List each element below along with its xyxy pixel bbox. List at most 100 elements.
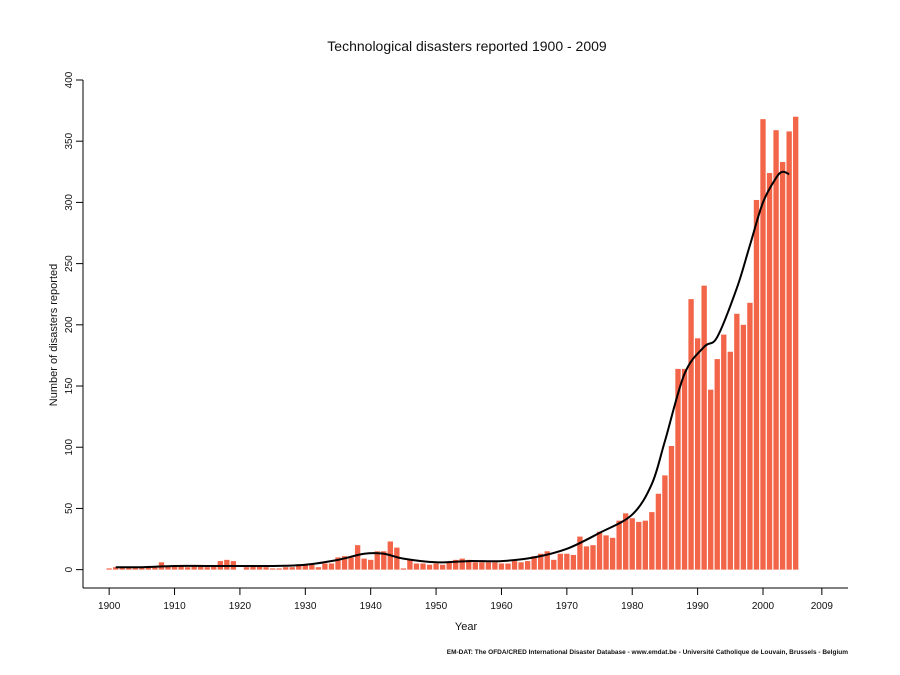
bar-1948 (420, 563, 426, 570)
bar-1927 (283, 567, 289, 570)
bar-2000 (760, 119, 766, 570)
bar-1900 (106, 568, 112, 570)
bar-1968 (551, 559, 557, 570)
x-tick-label-1980: 1980 (621, 601, 644, 612)
bar-1989 (688, 299, 694, 570)
bar-1903 (126, 567, 132, 570)
bar-1982 (642, 520, 648, 570)
bar-1992 (708, 389, 714, 570)
bar-1969 (557, 553, 563, 570)
bar-1985 (662, 475, 668, 570)
x-tick-label-1920: 1920 (229, 601, 252, 612)
trend-line (115, 170, 790, 569)
bar-1960 (498, 563, 505, 570)
y-tick-label-250: 250 (64, 255, 75, 272)
bar-1942 (381, 551, 387, 570)
bar-1970 (564, 553, 570, 570)
x-tick-label-1940: 1940 (360, 601, 383, 612)
y-tick-label-400: 400 (64, 71, 75, 88)
bar-2005 (793, 116, 799, 570)
bar-1986 (668, 446, 675, 570)
bar-1978 (616, 520, 622, 570)
bar-1922 (250, 565, 256, 570)
x-tick-label-2000: 2000 (752, 601, 775, 612)
x-tick-label-1950: 1950 (425, 601, 448, 612)
bar-1965 (531, 556, 537, 570)
bar-1909 (165, 565, 171, 570)
bar-1937 (348, 557, 354, 570)
bar-1976 (603, 535, 609, 570)
bar-1941 (374, 551, 380, 570)
x-tick-label-1930: 1930 (294, 601, 317, 612)
x-tick-label-1990: 1990 (686, 601, 709, 612)
bar-1997 (740, 324, 747, 570)
bar-1904 (132, 567, 138, 570)
bar-1958 (485, 562, 492, 570)
bar-1914 (198, 565, 204, 570)
bar-1932 (315, 567, 322, 570)
bar-2002 (773, 130, 779, 570)
bar-1907 (152, 565, 158, 570)
bar-1980 (629, 518, 635, 570)
y-tick-label-100: 100 (64, 438, 75, 455)
bar-1956 (472, 562, 478, 570)
bar-1993 (714, 359, 720, 570)
bar-1964 (524, 561, 531, 570)
bar-1926 (276, 568, 282, 570)
bar-1983 (649, 512, 655, 570)
bar-1940 (368, 559, 374, 570)
bar-1944 (394, 547, 400, 570)
x-tick-label-1900: 1900 (98, 601, 121, 612)
bar-1973 (583, 546, 590, 570)
bar-1987 (675, 368, 681, 570)
bar-1988 (681, 368, 688, 570)
bar-1981 (636, 521, 642, 570)
bar-1972 (577, 536, 583, 570)
bar-2003 (779, 162, 786, 570)
bar-1913 (191, 565, 197, 570)
bar-1966 (538, 553, 544, 570)
trend-line-group (115, 170, 790, 569)
bar-1999 (753, 199, 760, 570)
bar-1996 (734, 313, 740, 570)
bar-1936 (341, 556, 348, 570)
y-axis-ticks: 0 50 100 150 200 250 300 350 400 (64, 71, 83, 572)
bar-1975 (596, 531, 603, 570)
bar-1951 (439, 564, 446, 570)
bar-1957 (479, 562, 485, 570)
bar-1930 (302, 564, 308, 570)
bar-1979 (623, 513, 629, 570)
bar-1974 (590, 545, 596, 570)
chart-title: Technological disasters reported 1900 - … (327, 38, 607, 54)
bar-1911 (178, 565, 184, 570)
bar-1928 (289, 567, 295, 570)
bar-1931 (309, 564, 315, 570)
x-tick-label-1970: 1970 (556, 601, 579, 612)
bar-1902 (119, 567, 125, 570)
bar-1961 (505, 563, 511, 570)
bar-1934 (328, 563, 335, 570)
bar-1921 (243, 567, 250, 570)
bar-1916 (211, 565, 217, 570)
bar-1984 (655, 493, 662, 570)
bars (106, 116, 799, 570)
bar-1923 (256, 565, 263, 570)
bar-1963 (518, 562, 524, 570)
x-axis-label: Year (455, 621, 478, 633)
bar-1947 (413, 563, 420, 570)
bar-1967 (544, 551, 550, 570)
bar-1935 (335, 557, 341, 570)
bar-1929 (296, 565, 302, 570)
y-tick-label-200: 200 (64, 316, 75, 333)
x-tick-label-1960: 1960 (490, 601, 513, 612)
bar-1994 (721, 334, 727, 570)
bar-1962 (511, 561, 518, 570)
bar-1938 (354, 545, 361, 570)
bar-1991 (701, 285, 707, 570)
bar-1971 (570, 554, 577, 570)
bar-2004 (786, 131, 792, 570)
x-axis-ticks: 1900 1910 1920 1930 1940 1950 1960 1970 1980 1990… (98, 588, 833, 612)
bar-1925 (269, 568, 276, 570)
bar-1954 (459, 558, 465, 570)
